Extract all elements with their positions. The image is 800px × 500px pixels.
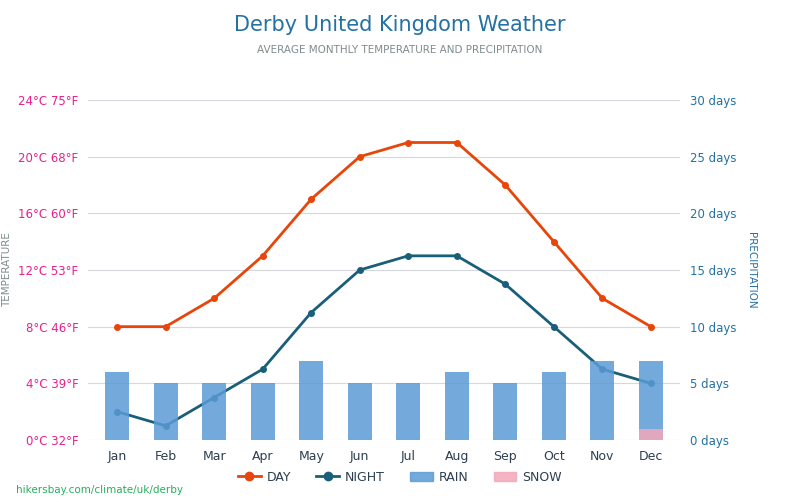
- Text: Derby United Kingdom Weather: Derby United Kingdom Weather: [234, 15, 566, 35]
- Bar: [542, 372, 566, 440]
- Y-axis label: PRECIPITATION: PRECIPITATION: [746, 232, 756, 308]
- Y-axis label: TEMPERATURE: TEMPERATURE: [2, 232, 13, 308]
- Bar: [493, 384, 518, 440]
- Text: AVERAGE MONTHLY TEMPERATURE AND PRECIPITATION: AVERAGE MONTHLY TEMPERATURE AND PRECIPIT…: [258, 45, 542, 55]
- Bar: [105, 372, 130, 440]
- Legend: DAY, NIGHT, RAIN, SNOW: DAY, NIGHT, RAIN, SNOW: [233, 466, 567, 489]
- Bar: [445, 372, 469, 440]
- Bar: [250, 384, 275, 440]
- Bar: [299, 360, 323, 440]
- Bar: [396, 384, 420, 440]
- Bar: [348, 384, 372, 440]
- Bar: [638, 428, 663, 440]
- Bar: [202, 384, 226, 440]
- Bar: [154, 384, 178, 440]
- Bar: [590, 360, 614, 440]
- Bar: [638, 360, 663, 440]
- Text: hikersbay.com/climate/uk/derby: hikersbay.com/climate/uk/derby: [16, 485, 183, 495]
